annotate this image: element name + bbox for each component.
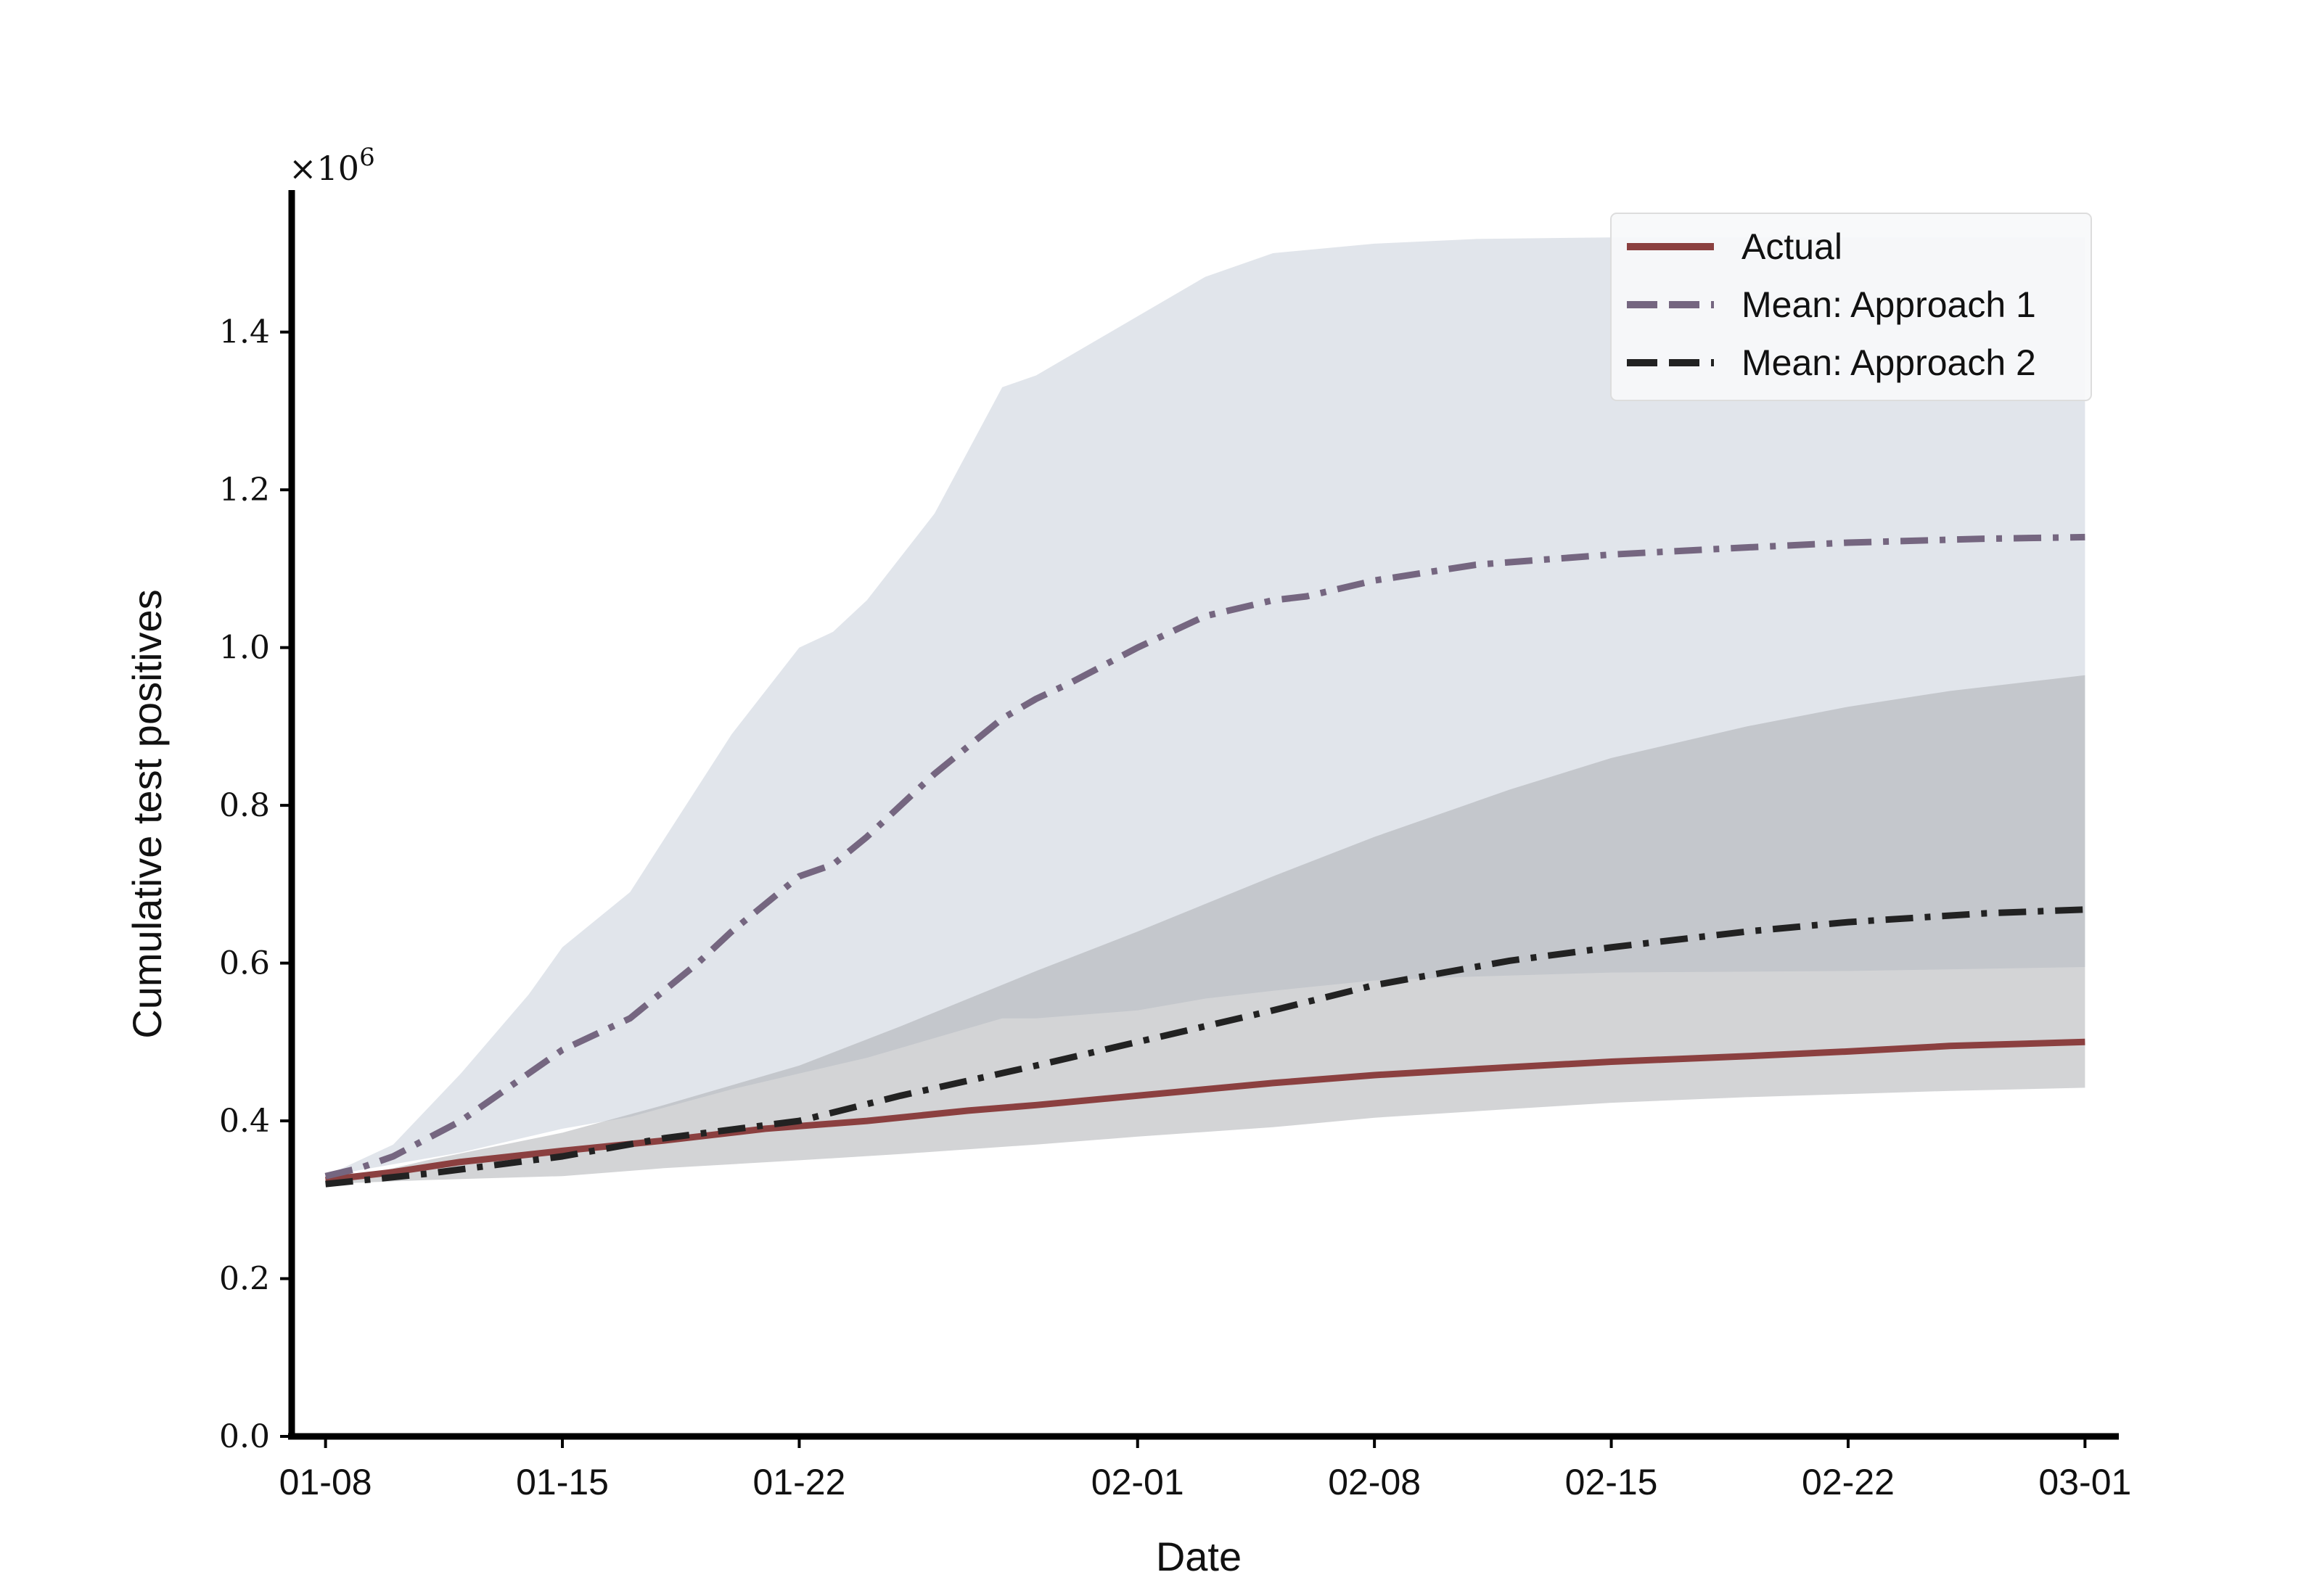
legend-label-mean-approach-1: Mean: Approach 1 bbox=[1742, 284, 2036, 325]
x-ticks: 01-08 01-15 01-22 02-01 02-08 02-15 02-22 03-01 bbox=[279, 1436, 2131, 1502]
series-lines bbox=[324, 533, 2085, 1188]
legend-items: Actual Mean: Approach 1 Mean: Approach 2 bbox=[1627, 226, 2036, 383]
y-ticks: 0.0 0.2 0.4 0.6 0.8 1.0 1.2 1.4 bbox=[219, 314, 292, 1455]
x-tick-label: 01-15 bbox=[516, 1462, 609, 1502]
series-line-mean-approach-1 bbox=[324, 533, 2085, 1180]
y-tick-label: 0.4 bbox=[219, 1103, 270, 1140]
y-axis-label: Cumulative test positives bbox=[124, 589, 170, 1038]
y-offset-label: ×106 bbox=[289, 143, 375, 188]
legend-box bbox=[1610, 213, 2092, 401]
legend-label-mean-approach-2: Mean: Approach 2 bbox=[1742, 342, 2036, 383]
y-tick-label: 0.2 bbox=[219, 1261, 270, 1298]
y-tick-label: 1.4 bbox=[219, 314, 270, 351]
series-line-actual bbox=[325, 1038, 2085, 1184]
x-tick-label: 01-22 bbox=[752, 1462, 845, 1502]
legend-label-actual: Actual bbox=[1742, 226, 1842, 267]
y-tick-label: 1.0 bbox=[219, 630, 270, 667]
x-axis-label: Date bbox=[1156, 1534, 1242, 1579]
x-tick-label: 01-08 bbox=[279, 1462, 372, 1502]
y-tick-label: 0.6 bbox=[219, 945, 270, 982]
x-tick-label: 02-15 bbox=[1565, 1462, 1658, 1502]
series-line-mean-approach-2 bbox=[325, 906, 2085, 1188]
x-tick-label: 03-01 bbox=[2038, 1462, 2131, 1502]
band-2 bbox=[325, 675, 2085, 1185]
x-tick-label: 02-01 bbox=[1091, 1462, 1184, 1502]
y-tick-label: 1.2 bbox=[219, 472, 270, 509]
x-tick-label: 02-08 bbox=[1328, 1462, 1421, 1502]
legend: Actual Mean: Approach 1 Mean: Approach 2 bbox=[1610, 213, 2092, 401]
y-tick-label: 0.0 bbox=[219, 1418, 270, 1455]
y-tick-label: 0.8 bbox=[219, 787, 270, 824]
x-tick-label: 02-22 bbox=[1802, 1462, 1895, 1502]
